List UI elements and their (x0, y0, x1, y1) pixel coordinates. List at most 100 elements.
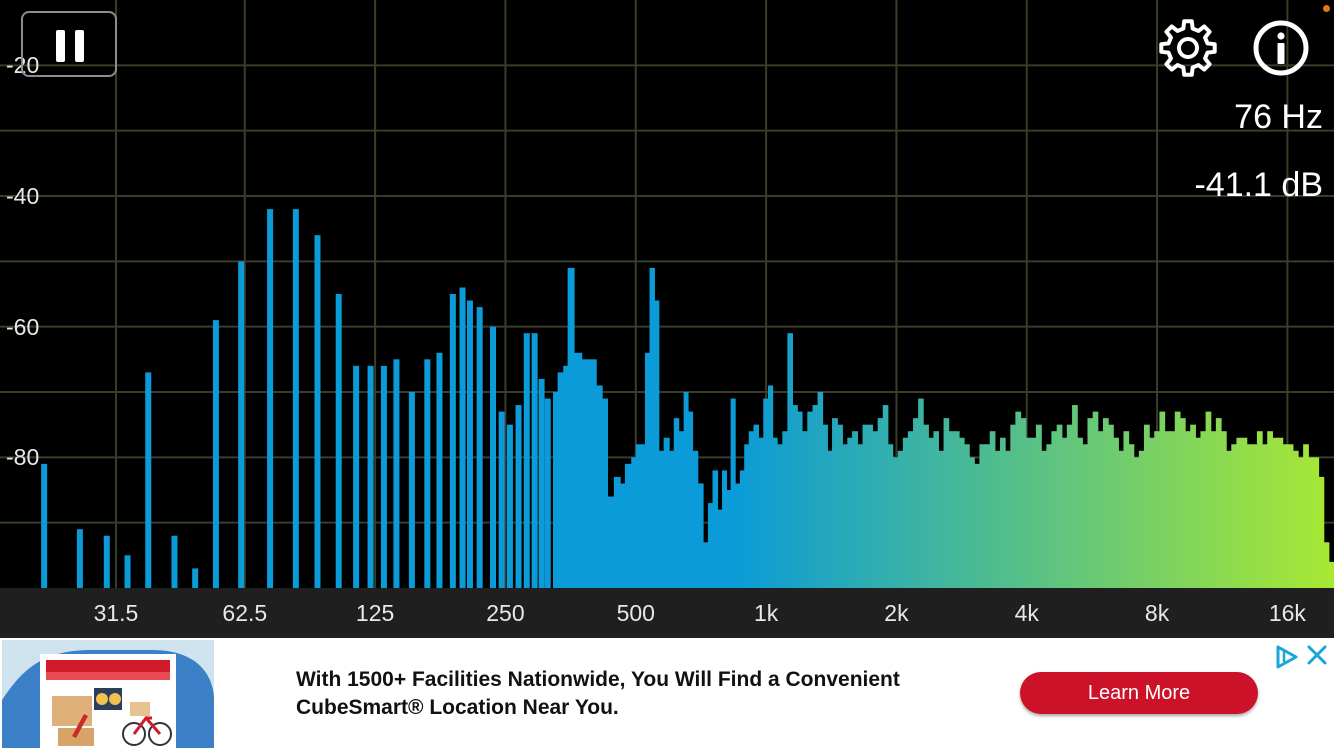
spectrum-chart (0, 0, 1334, 588)
spectrum-bar (697, 483, 704, 588)
spectrum-bar (553, 392, 559, 588)
spectrum-bar (867, 424, 873, 588)
x-tick-label: 500 (616, 600, 655, 626)
spectrum-bar (979, 444, 986, 588)
spectrum-bar (669, 450, 675, 588)
spectrum-bar (238, 261, 245, 588)
spectrum-analyzer: -20 -40 -60 -80 31.5 62.5 125 250 500 1k 2k 4k 8k 16… (0, 0, 1334, 638)
spectrum-bar (1154, 431, 1161, 588)
spectrum-bar (1046, 444, 1052, 588)
spectrum-bar (964, 444, 970, 588)
spectrum-bar (1092, 411, 1099, 588)
spectrum-bar (712, 470, 719, 588)
spectrum-bar (817, 392, 824, 588)
spectrum-bar (613, 476, 621, 588)
learn-more-button[interactable]: Learn More (1020, 672, 1258, 714)
spectrum-bar (292, 209, 299, 588)
spectrum-bar (335, 294, 342, 588)
spectrum-bar (1210, 431, 1217, 588)
spectrum-bar (538, 378, 545, 588)
x-tick-label: 16k (1268, 600, 1306, 626)
spectrum-bar (267, 209, 274, 588)
spectrum-bar (1041, 450, 1047, 588)
spectrum-bar (1313, 457, 1320, 588)
spectrum-bar (367, 365, 374, 588)
info-icon[interactable] (1252, 19, 1310, 77)
spectrum-bar (1087, 418, 1094, 588)
spectrum-bar (314, 235, 321, 588)
spectrum-bar (1005, 450, 1011, 588)
frequency-readout: 76 Hz (1234, 98, 1323, 136)
spectrum-bar (772, 437, 778, 588)
spectrum-bar (959, 437, 965, 588)
spectrum-bar (847, 437, 853, 588)
spectrum-bar (739, 470, 745, 588)
pause-button[interactable] (21, 11, 117, 77)
adchoices-icon[interactable] (1274, 644, 1300, 670)
spectrum-bar (1185, 431, 1191, 588)
spectrum-bar (918, 398, 924, 588)
spectrum-bar (938, 450, 945, 588)
x-tick-label: 8k (1144, 600, 1170, 626)
spectrum-bar (1020, 418, 1027, 588)
spectrum-bar (1061, 437, 1068, 588)
spectrum-bar (1246, 444, 1253, 588)
spectrum-bar (1262, 444, 1268, 588)
spectrum-bar (1277, 437, 1284, 588)
spectrum-bar (787, 333, 793, 588)
spectrum-bar (602, 398, 609, 588)
gear-icon[interactable] (1158, 18, 1218, 78)
spectrum-bar (792, 405, 798, 588)
spectrum-bar (544, 398, 551, 588)
spectrum-bar (897, 450, 904, 588)
spectrum-bar (857, 444, 864, 588)
spectrum-bar (1318, 476, 1325, 588)
spectrum-bar (953, 431, 960, 588)
spectrum-bar (902, 437, 909, 588)
spectrum-bar (607, 496, 615, 588)
spectrum-bar (812, 405, 819, 588)
spectrum-bar (872, 431, 879, 588)
spectrum-bar (703, 542, 709, 588)
spectrum-bar (948, 431, 955, 588)
spectrum-bar (624, 463, 632, 588)
spectrum-bar (1221, 431, 1227, 588)
spectrum-bar (1256, 431, 1263, 588)
close-icon[interactable] (1306, 644, 1328, 666)
spectrum-bar (1190, 424, 1196, 588)
spectrum-bar (1205, 411, 1212, 588)
spectrum-bar (862, 424, 869, 588)
spectrum-bar (620, 483, 626, 588)
spectrum-bar (735, 483, 741, 588)
ad-text[interactable]: With 1500+ Facilities Nationwide, You Wi… (296, 666, 956, 722)
spectrum-bar (801, 431, 808, 588)
spectrum-bar (663, 437, 670, 588)
spectrum-bar (753, 424, 760, 588)
spectrum-bar (837, 424, 843, 588)
spectrum-bar (1215, 418, 1222, 588)
spectrum-bar (1164, 431, 1171, 588)
spectrum-bar (842, 444, 848, 588)
spectrum-bar (726, 490, 732, 588)
spectrum-bar (103, 535, 110, 588)
spectrum-bar (763, 398, 769, 588)
spectrum-bar (459, 287, 466, 588)
spectrum-bar (581, 359, 590, 588)
x-tick-label: 4k (1014, 600, 1039, 626)
spectrum-bar (748, 431, 755, 588)
spectrum-bar (1159, 411, 1166, 588)
spectrum-bar (490, 326, 497, 588)
spectrum-bar (832, 418, 838, 588)
spectrum-bar (797, 411, 803, 588)
spectrum-bar (984, 444, 991, 588)
spectrum-bar (353, 365, 360, 588)
spectrum-bar (1128, 444, 1135, 588)
x-tick-label: 31.5 (93, 600, 139, 626)
ad-banner[interactable]: With 1500+ Facilities Nationwide, You Wi… (0, 638, 1334, 750)
pause-icon-bar (75, 30, 84, 62)
spectrum-bar (969, 457, 975, 588)
spectrum-bar (1323, 542, 1330, 588)
spectrum-bar (767, 385, 774, 588)
ad-image[interactable] (2, 640, 214, 748)
spectrum-bar (1108, 424, 1114, 588)
